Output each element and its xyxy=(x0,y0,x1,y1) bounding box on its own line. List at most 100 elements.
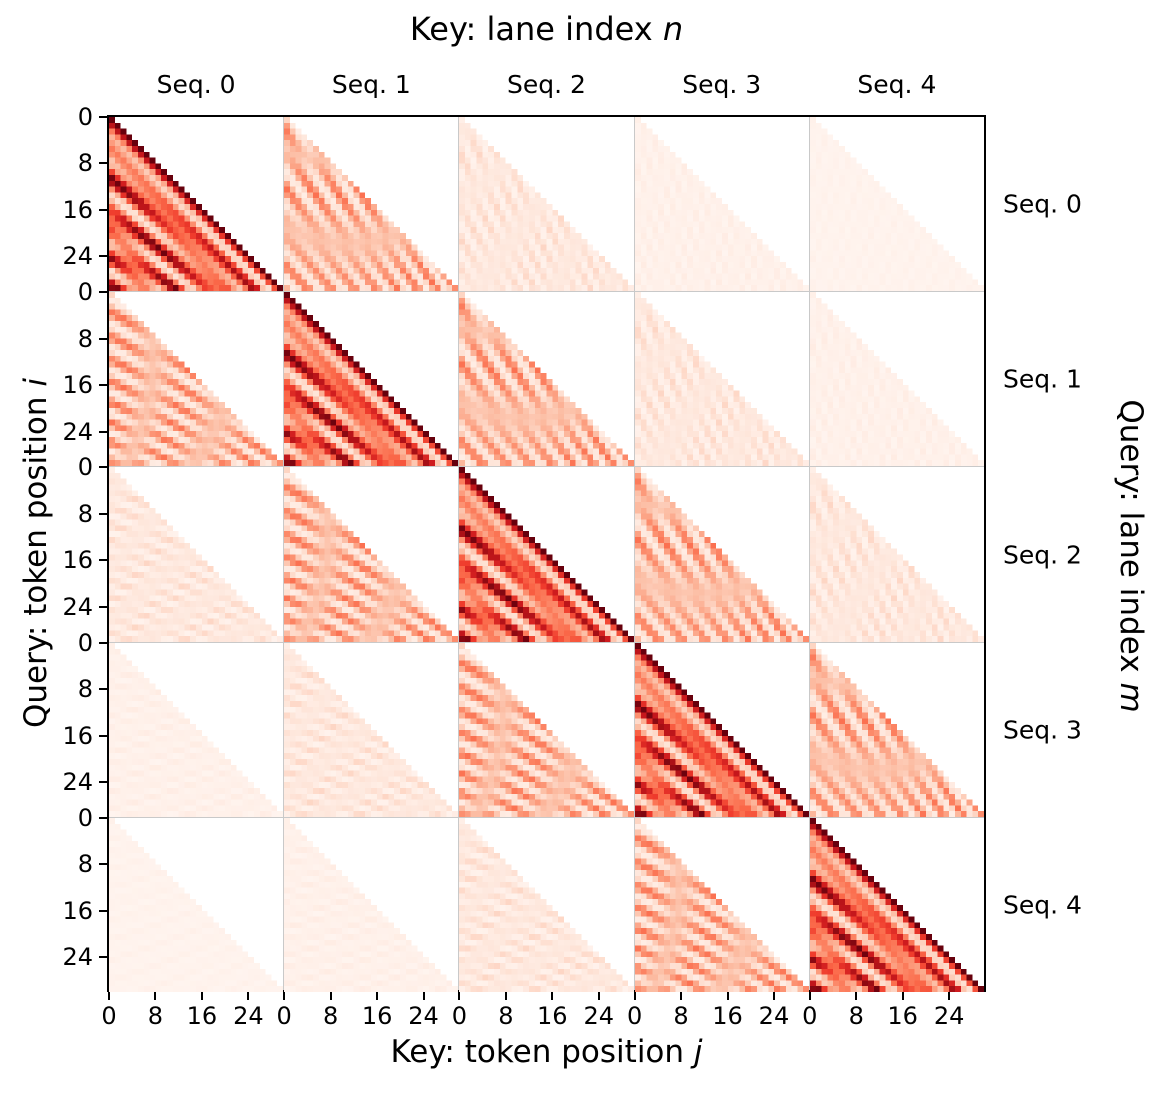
x-tick-label: 24 xyxy=(933,1002,965,1030)
x-tick-label: 16 xyxy=(186,1002,218,1030)
x-tick-label: 24 xyxy=(233,1002,264,1030)
x-tick-label: 0 xyxy=(626,1002,643,1030)
attention-block-q3-k0 xyxy=(109,642,284,817)
x-tick-label: 8 xyxy=(323,1002,339,1030)
column-header-seq-3: Seq. 3 xyxy=(682,70,762,99)
attention-block-q4-k1 xyxy=(284,817,459,993)
y-tick-mark xyxy=(99,780,107,783)
y-tick-label: 0 xyxy=(77,803,93,832)
y-tick-label: 0 xyxy=(77,278,93,307)
attention-block-q4-k3 xyxy=(634,817,809,993)
x-tick-mark xyxy=(680,992,683,1000)
attention-block-q3-k1 xyxy=(284,642,459,817)
y-tick-mark xyxy=(99,956,107,959)
attention-block-q4-k4 xyxy=(809,817,984,993)
x-tick-label: 8 xyxy=(673,1002,689,1030)
y-tick-label: 0 xyxy=(77,453,93,482)
x-tick-mark xyxy=(108,992,110,1000)
y-tick-mark xyxy=(99,559,107,562)
attention-block-q2-k4 xyxy=(809,467,984,642)
row-label-seq-4: Seq. 4 xyxy=(1003,890,1082,920)
y-axis-label-right-variable: m xyxy=(1113,682,1149,713)
y-axis-label-left: Query: token position i xyxy=(18,378,54,728)
y-tick-mark xyxy=(99,430,107,433)
y-tick-mark xyxy=(99,466,107,469)
heatmap-grid xyxy=(107,115,986,993)
y-tick-label: 24 xyxy=(62,767,93,796)
x-tick-label: 0 xyxy=(101,1002,117,1030)
y-tick-mark xyxy=(99,291,107,294)
y-tick-label: 24 xyxy=(62,943,93,972)
row-label-seq-1: Seq. 1 xyxy=(1003,364,1082,394)
y-axis-label-right: Query: lane index m xyxy=(1113,399,1149,712)
y-tick-mark xyxy=(99,337,107,340)
column-header-seq-0: Seq. 0 xyxy=(156,70,236,99)
y-tick-label: 8 xyxy=(77,850,93,879)
y-tick-label: 0 xyxy=(77,103,93,131)
y-tick-label: 0 xyxy=(77,628,93,657)
attention-block-q0-k3 xyxy=(634,117,809,292)
figure-title: Key: lane index n xyxy=(107,10,986,48)
y-tick-label: 8 xyxy=(77,675,93,704)
y-tick-mark xyxy=(99,605,107,608)
y-tick-mark xyxy=(99,512,107,515)
y-tick-mark xyxy=(99,208,107,211)
x-tick-label: 16 xyxy=(537,1002,568,1030)
y-tick-mark xyxy=(99,162,107,165)
row-label-seq-0: Seq. 0 xyxy=(1003,189,1082,219)
x-tick-mark xyxy=(376,992,379,1000)
y-tick-label: 24 xyxy=(62,242,93,271)
y-tick-label: 24 xyxy=(62,417,93,446)
x-tick-label: 24 xyxy=(758,1002,790,1030)
y-tick-label: 8 xyxy=(77,149,93,178)
x-tick-label: 16 xyxy=(361,1002,393,1030)
x-tick-label: 24 xyxy=(408,1002,439,1030)
y-tick-mark xyxy=(99,255,107,258)
x-tick-label: 16 xyxy=(712,1002,743,1030)
x-tick-mark xyxy=(458,992,461,1000)
attention-block-q4-k2 xyxy=(459,817,634,993)
attention-block-q4-k0 xyxy=(109,817,284,993)
y-tick-mark xyxy=(99,688,107,691)
attention-block-q0-k2 xyxy=(459,117,634,292)
x-axis-label-text: Key: token position xyxy=(390,1034,694,1070)
x-tick-label: 8 xyxy=(147,1002,164,1030)
attention-block-q1-k1 xyxy=(284,292,459,467)
attention-block-q2-k1 xyxy=(284,467,459,642)
attention-block-q1-k2 xyxy=(459,292,634,467)
y-tick-label: 16 xyxy=(62,721,93,750)
x-tick-label: 16 xyxy=(887,1002,918,1030)
attention-block-q1-k0 xyxy=(109,292,284,467)
x-tick-mark xyxy=(283,992,286,1000)
x-tick-mark xyxy=(633,992,636,1000)
attention-block-q3-k2 xyxy=(459,642,634,817)
x-tick-mark xyxy=(726,992,729,1000)
x-tick-mark xyxy=(504,992,507,1000)
x-tick-mark xyxy=(855,992,858,1000)
x-tick-mark xyxy=(422,992,425,1000)
x-tick-label: 0 xyxy=(802,1002,818,1030)
attention-block-q2-k0 xyxy=(109,467,284,642)
x-tick-mark xyxy=(808,992,811,1000)
y-axis-label-left-variable: i xyxy=(18,377,54,387)
x-tick-mark xyxy=(597,992,600,1000)
x-tick-label: 24 xyxy=(583,1002,615,1030)
x-tick-mark xyxy=(247,992,250,1000)
attention-block-q3-k4 xyxy=(809,642,984,817)
y-tick-label: 24 xyxy=(62,592,93,621)
y-tick-mark xyxy=(99,863,107,866)
y-axis-label-right-text: Query: lane index xyxy=(1113,399,1149,683)
x-tick-mark xyxy=(329,992,332,1000)
x-tick-mark xyxy=(551,992,554,1000)
y-axis-label-left-text: Query: token position xyxy=(18,386,54,729)
y-tick-mark xyxy=(99,641,107,644)
row-label-seq-3: Seq. 3 xyxy=(1003,715,1082,745)
attention-block-q3-k3 xyxy=(634,642,809,817)
y-tick-label: 8 xyxy=(77,499,93,528)
y-tick-label: 8 xyxy=(77,324,93,353)
x-tick-mark xyxy=(772,992,775,1000)
x-tick-label: 8 xyxy=(498,1002,514,1030)
column-header-seq-1: Seq. 1 xyxy=(331,70,411,99)
x-tick-label: 0 xyxy=(451,1002,468,1030)
column-header-seq-4: Seq. 4 xyxy=(857,70,937,99)
